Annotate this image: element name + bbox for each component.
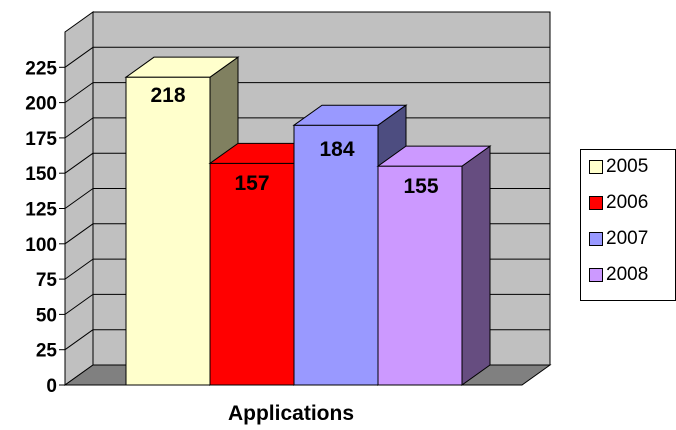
legend-item: 2007: [589, 228, 648, 250]
gridline-side: [64, 82, 94, 104]
bar-front: [293, 124, 379, 386]
y-tick-label: 125: [25, 200, 57, 221]
gridline-side: [64, 188, 94, 209]
bar-2008: [376, 145, 492, 386]
y-tick-label: 50: [36, 305, 57, 326]
legend-item: 2005: [589, 156, 648, 178]
legend-label: 2006: [606, 192, 649, 213]
gridline-side: [64, 258, 94, 280]
data-label: 157: [234, 172, 269, 195]
data-label: 218: [150, 84, 185, 107]
gridline-side: [64, 46, 94, 68]
data-label: 184: [319, 138, 354, 161]
y-tick-label: 0: [46, 376, 57, 397]
legend-label: 2007: [606, 228, 649, 249]
y-tick-label: 225: [25, 58, 57, 79]
gridline-side: [64, 117, 94, 139]
bar-top: [292, 104, 408, 126]
y-tick-label: 75: [36, 270, 58, 291]
gridline-side: [64, 152, 94, 174]
y-tick-label: 200: [25, 94, 57, 115]
data-label: 155: [403, 175, 438, 198]
gridline-side: [64, 293, 94, 315]
y-axis: 0 25 50 75 100 125 150 175 200 225: [25, 58, 522, 397]
bar-top: [124, 56, 240, 78]
legend-label: 2005: [606, 156, 649, 177]
bar-front: [125, 76, 211, 386]
data-labels: 218 157 184 155: [150, 84, 438, 198]
x-axis-label: Applications: [228, 402, 354, 425]
bar-top: [376, 145, 492, 167]
gridline-side: [64, 223, 94, 245]
bar-side: [461, 145, 491, 386]
y-tick-label: 25: [36, 341, 58, 362]
y-tick-label: 100: [25, 235, 57, 256]
y-tick-label: 150: [25, 164, 57, 185]
legend-swatch: [589, 232, 603, 246]
bar-front: [377, 165, 463, 386]
bars: [124, 56, 492, 386]
y-tick-label: 175: [25, 129, 57, 150]
legend-item: 2006: [589, 192, 648, 214]
legend-swatch: [589, 268, 603, 282]
legend-item: 2008: [589, 264, 648, 286]
gridline-side: [64, 329, 94, 351]
legend-swatch: [589, 196, 603, 210]
bar-front: [209, 162, 295, 386]
legend: 2005 2006 2007 2008: [580, 149, 676, 301]
legend-swatch: [589, 160, 603, 174]
legend-label: 2008: [606, 264, 649, 285]
